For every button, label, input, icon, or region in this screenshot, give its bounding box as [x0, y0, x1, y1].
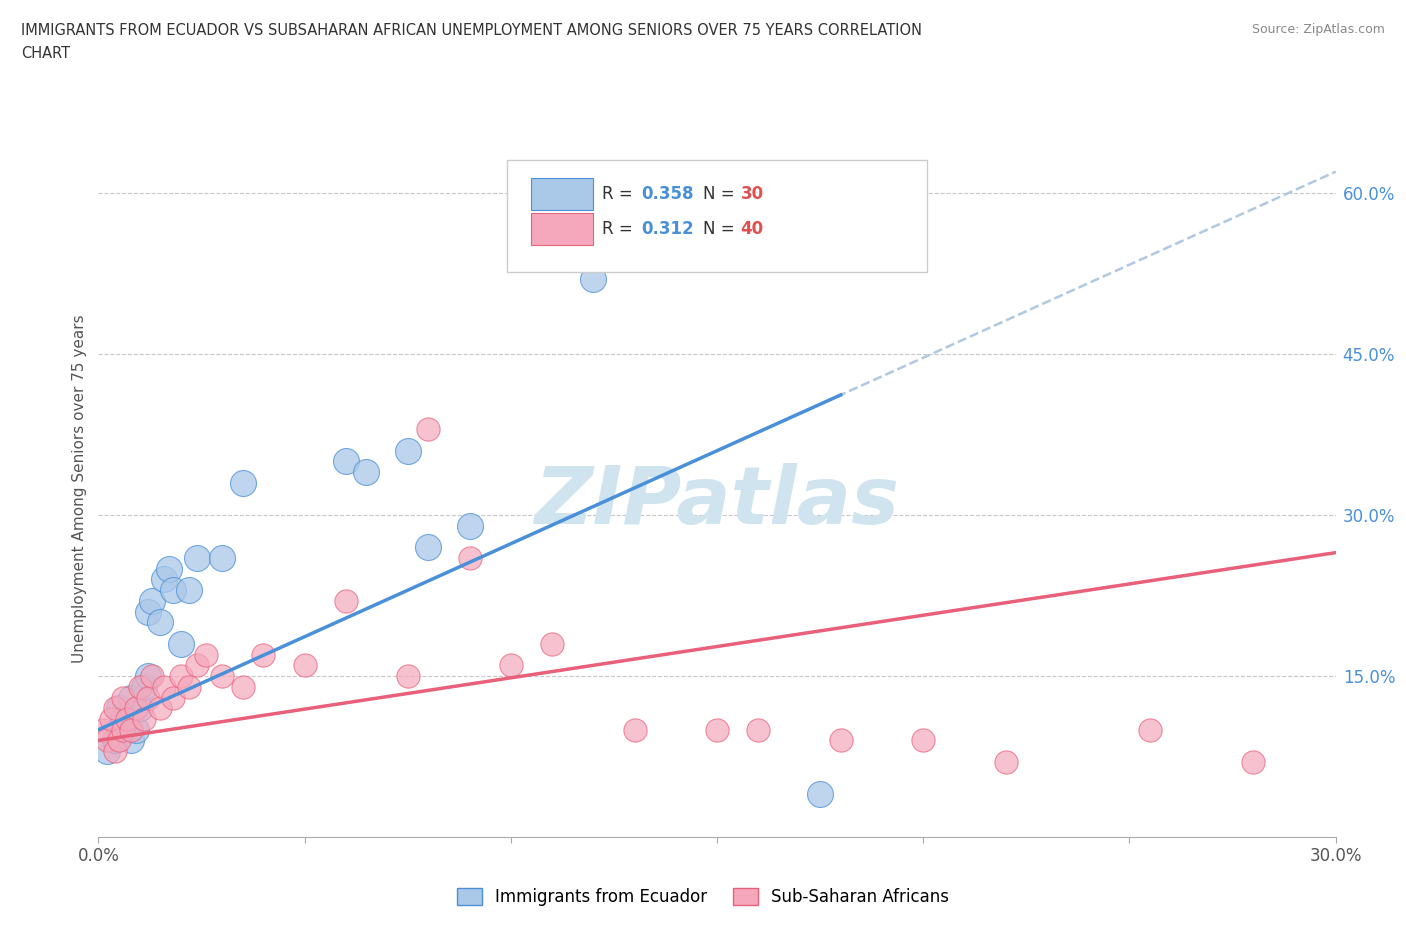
Point — [499, 658, 522, 672]
Point — [157, 562, 180, 577]
Point — [418, 539, 440, 554]
Point — [747, 723, 769, 737]
Point — [96, 744, 118, 759]
Point — [136, 604, 159, 619]
Point — [623, 723, 645, 737]
Point — [830, 733, 852, 748]
Point — [149, 701, 172, 716]
Point — [120, 733, 142, 748]
Point — [112, 711, 135, 726]
Text: IMMIGRANTS FROM ECUADOR VS SUBSAHARAN AFRICAN UNEMPLOYMENT AMONG SENIORS OVER 75: IMMIGRANTS FROM ECUADOR VS SUBSAHARAN AF… — [21, 23, 922, 38]
Text: ZIPatlas: ZIPatlas — [534, 463, 900, 541]
Point — [136, 690, 159, 705]
Point — [335, 593, 357, 608]
Point — [162, 690, 184, 705]
Text: 30: 30 — [741, 185, 763, 203]
Point — [108, 723, 131, 737]
Point — [458, 551, 481, 565]
Point — [108, 701, 131, 716]
Text: Source: ZipAtlas.com: Source: ZipAtlas.com — [1251, 23, 1385, 36]
Text: N =: N = — [703, 185, 741, 203]
Point — [128, 679, 150, 694]
Point — [994, 754, 1017, 769]
Point — [120, 723, 142, 737]
Point — [132, 679, 155, 694]
Point — [179, 679, 201, 694]
Text: 0.358: 0.358 — [641, 185, 695, 203]
Legend: Immigrants from Ecuador, Sub-Saharan Africans: Immigrants from Ecuador, Sub-Saharan Afr… — [450, 881, 956, 912]
Point — [124, 723, 146, 737]
Point — [418, 422, 440, 437]
Text: N =: N = — [703, 219, 741, 238]
Point — [1241, 754, 1264, 769]
Point — [100, 711, 122, 726]
Text: R =: R = — [602, 185, 638, 203]
Point — [120, 690, 142, 705]
Point — [335, 454, 357, 469]
Point — [232, 475, 254, 490]
Point — [112, 690, 135, 705]
Point — [96, 733, 118, 748]
Point — [108, 733, 131, 748]
Point — [194, 647, 217, 662]
Point — [912, 733, 935, 748]
FancyBboxPatch shape — [506, 161, 928, 272]
Point — [104, 733, 127, 748]
Point — [186, 551, 208, 565]
Point — [179, 583, 201, 598]
FancyBboxPatch shape — [531, 178, 593, 210]
FancyBboxPatch shape — [531, 213, 593, 245]
Point — [458, 518, 481, 533]
Point — [211, 669, 233, 684]
Point — [170, 669, 193, 684]
Point — [211, 551, 233, 565]
Point — [112, 723, 135, 737]
Point — [396, 444, 419, 458]
Point — [170, 636, 193, 651]
Point — [117, 711, 139, 726]
Text: CHART: CHART — [21, 46, 70, 61]
Point — [104, 701, 127, 716]
Point — [186, 658, 208, 672]
Point — [153, 572, 176, 587]
Point — [1139, 723, 1161, 737]
Point — [136, 669, 159, 684]
Point — [808, 787, 831, 802]
Point — [132, 711, 155, 726]
Point — [117, 723, 139, 737]
Point — [91, 723, 114, 737]
Point — [124, 701, 146, 716]
Point — [128, 701, 150, 716]
Point — [104, 744, 127, 759]
Text: 40: 40 — [741, 219, 763, 238]
Point — [294, 658, 316, 672]
Y-axis label: Unemployment Among Seniors over 75 years: Unemployment Among Seniors over 75 years — [72, 314, 87, 662]
Point — [141, 593, 163, 608]
Text: R =: R = — [602, 219, 638, 238]
Point — [141, 669, 163, 684]
Point — [396, 669, 419, 684]
Point — [582, 272, 605, 286]
Text: 0.312: 0.312 — [641, 219, 695, 238]
Point — [541, 636, 564, 651]
Point — [149, 615, 172, 630]
Point — [232, 679, 254, 694]
Point — [153, 679, 176, 694]
Point — [706, 723, 728, 737]
Point — [162, 583, 184, 598]
Point — [356, 465, 378, 480]
Point — [252, 647, 274, 662]
